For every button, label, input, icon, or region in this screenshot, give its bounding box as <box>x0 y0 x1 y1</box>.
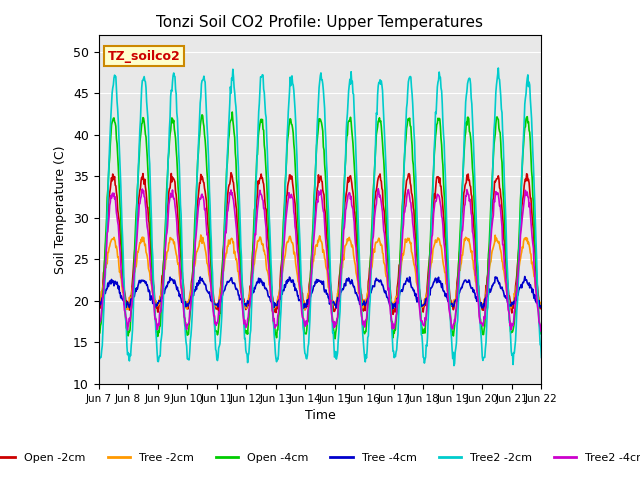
Line: Tree -2cm: Tree -2cm <box>99 235 541 310</box>
Tree2 -4cm <box>103 244 111 250</box>
Tree2 -4cm <box>387 311 394 316</box>
Open -2cm <box>148 269 156 275</box>
Tree -2cm <box>387 297 395 302</box>
Open -2cm <box>193 205 201 211</box>
Tree -2cm <box>218 279 226 285</box>
Tree2 -4cm <box>217 295 225 300</box>
Tree2 -4cm <box>374 186 382 192</box>
Open -4cm <box>374 118 382 124</box>
Line: Open -2cm: Open -2cm <box>99 173 541 314</box>
Tree -2cm <box>149 290 157 296</box>
Open -2cm <box>389 312 397 317</box>
Tree -4cm <box>538 304 545 310</box>
Tree2 -4cm <box>193 221 201 227</box>
Open -4cm <box>538 330 545 336</box>
Open -4cm <box>103 215 111 221</box>
Tree2 -2cm <box>450 363 458 369</box>
Tree -2cm <box>95 300 102 306</box>
Text: TZ_soilco2: TZ_soilco2 <box>108 50 180 63</box>
Tree -4cm <box>193 280 201 286</box>
Line: Tree -4cm: Tree -4cm <box>99 276 541 309</box>
Tree2 -4cm <box>537 328 545 334</box>
Tree -2cm <box>194 246 202 252</box>
Open -2cm <box>387 291 394 297</box>
Open -4cm <box>148 266 156 272</box>
Tree2 -2cm <box>386 284 394 290</box>
Tree2 -2cm <box>538 355 545 360</box>
Open -4cm <box>332 336 339 342</box>
Tree2 -2cm <box>193 173 201 179</box>
Tree -4cm <box>217 300 225 306</box>
Tree2 -4cm <box>538 324 545 329</box>
Tree -2cm <box>103 260 111 265</box>
Tree -4cm <box>389 306 397 312</box>
Tree -2cm <box>538 303 545 309</box>
Tree -2cm <box>197 232 205 238</box>
Legend: Open -2cm, Tree -2cm, Open -4cm, Tree -4cm, Tree2 -2cm, Tree2 -4cm: Open -2cm, Tree -2cm, Open -4cm, Tree -4… <box>0 449 640 468</box>
Tree2 -2cm <box>495 65 502 71</box>
Tree -2cm <box>123 307 131 312</box>
Line: Tree2 -4cm: Tree2 -4cm <box>99 189 541 331</box>
Tree -4cm <box>103 287 111 292</box>
Open -4cm <box>387 317 395 323</box>
Open -2cm <box>217 286 225 292</box>
Line: Open -4cm: Open -4cm <box>99 112 541 339</box>
Tree2 -2cm <box>373 111 381 117</box>
Tree2 -2cm <box>103 235 111 240</box>
Open -4cm <box>95 335 102 341</box>
Tree -4cm <box>95 304 102 310</box>
Open -2cm <box>374 179 381 184</box>
Tree2 -2cm <box>95 348 102 354</box>
Tree2 -2cm <box>148 244 156 250</box>
Line: Tree2 -2cm: Tree2 -2cm <box>99 68 541 366</box>
Y-axis label: Soil Temperature (C): Soil Temperature (C) <box>54 145 67 274</box>
Open -4cm <box>217 310 225 316</box>
Tree -4cm <box>148 295 156 301</box>
Tree -4cm <box>373 277 381 283</box>
Tree -4cm <box>386 303 394 309</box>
Open -2cm <box>95 309 102 315</box>
Open -2cm <box>538 306 545 312</box>
Open -2cm <box>103 233 111 239</box>
Tree -2cm <box>374 237 382 242</box>
Open -4cm <box>193 173 201 179</box>
Tree2 -4cm <box>373 193 381 199</box>
Tree2 -4cm <box>148 284 156 289</box>
Title: Tonzi Soil CO2 Profile: Upper Temperatures: Tonzi Soil CO2 Profile: Upper Temperatur… <box>157 15 483 30</box>
Tree -4cm <box>521 274 529 279</box>
Open -4cm <box>228 109 236 115</box>
Tree2 -2cm <box>217 333 225 338</box>
Open -2cm <box>227 170 235 176</box>
X-axis label: Time: Time <box>305 409 335 422</box>
Tree2 -4cm <box>95 324 102 330</box>
